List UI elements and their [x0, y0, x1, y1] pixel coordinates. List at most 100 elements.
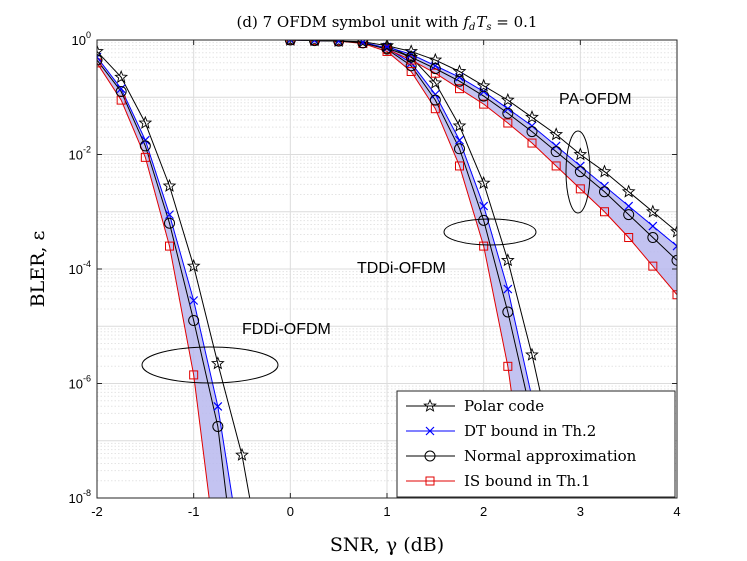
marker-fddi-ofdm-is — [140, 152, 150, 162]
x-tick-label: -2 — [91, 504, 103, 519]
fill-fddi-ofdm — [97, 57, 233, 498]
marker-pa-ofdm-polar — [428, 52, 443, 66]
marker-pa-ofdm-dt — [551, 141, 561, 151]
marker-fddi-ofdm-dt — [116, 84, 126, 94]
marker-pa-ofdm-is — [648, 261, 658, 271]
marker-pa-ofdm-is — [551, 161, 561, 171]
legend-marker-0 — [423, 398, 437, 412]
marker-pa-ofdm-is — [503, 118, 513, 128]
marker-pa-ofdm-polar — [525, 110, 539, 124]
x-axis-label: SNR, γ (dB) — [330, 534, 444, 556]
marker-fddi-ofdm-na — [164, 217, 175, 229]
marker-pa-ofdm-is — [575, 184, 585, 194]
marker-tddi-ofdm-na — [502, 306, 514, 318]
y-tick-label: 10-4 — [69, 259, 91, 277]
marker-tddi-ofdm-polar — [476, 175, 491, 189]
marker-tddi-ofdm-na — [357, 40, 369, 49]
marker-tddi-ofdm-is — [479, 241, 489, 251]
y-tick-label: 10-6 — [69, 374, 91, 392]
legend-label-na: Normal approximation — [464, 447, 637, 465]
marker-tddi-ofdm-na — [454, 143, 465, 155]
marker-pa-ofdm-na — [429, 63, 441, 75]
marker-pa-ofdm-polar — [645, 204, 660, 218]
legend-label-is: IS bound in Th.1 — [464, 472, 591, 490]
marker-tddi-ofdm-polar — [500, 253, 515, 267]
legend-marker-2 — [424, 450, 436, 462]
x-tick-label: 2 — [480, 504, 487, 519]
marker-pa-ofdm-is — [430, 68, 440, 78]
marker-tddi-ofdm-is — [503, 361, 513, 371]
marker-tddi-ofdm-na — [478, 214, 490, 226]
marker-pa-ofdm-na — [478, 90, 490, 102]
x-tick-label: 0 — [287, 504, 294, 519]
legend-box — [396, 390, 676, 498]
marker-tddi-ofdm-na — [405, 60, 417, 72]
marker-pa-ofdm-na — [454, 75, 465, 87]
marker-tddi-ofdm-polar — [452, 118, 467, 132]
marker-pa-ofdm-is — [672, 290, 677, 300]
marker-tddi-ofdm-dt — [479, 201, 489, 211]
marker-pa-ofdm-polar — [670, 224, 677, 238]
marker-pa-ofdm-polar — [549, 127, 564, 141]
fill-pa-ofdm — [387, 46, 677, 295]
marker-tddi-ofdm-na — [309, 40, 320, 47]
marker-pa-ofdm-dt — [648, 221, 658, 231]
marker-pa-ofdm-polar — [404, 44, 419, 58]
marker-fddi-ofdm-na — [212, 420, 224, 432]
marker-fddi-ofdm-polar — [210, 356, 225, 370]
marker-tddi-ofdm-na — [333, 40, 345, 47]
marker-pa-ofdm-dt — [624, 201, 634, 211]
marker-tddi-ofdm-polar — [333, 40, 345, 47]
marker-fddi-ofdm-polar — [97, 44, 104, 58]
marker-pa-ofdm-dt — [600, 181, 609, 191]
marker-tddi-ofdm-dt — [455, 135, 464, 145]
marker-pa-ofdm-polar — [597, 164, 612, 178]
marker-fddi-ofdm-polar — [186, 258, 201, 272]
x-tick-label: -1 — [188, 504, 200, 519]
annotation-tddi: TDDi-OFDM — [357, 260, 446, 277]
marker-fddi-ofdm-na — [115, 86, 127, 98]
axes: -2 -1 0 1 2 3 4 100 10-2 10-4 10-6 10-8 — [69, 30, 681, 519]
marker-fddi-ofdm-polar — [162, 178, 177, 192]
marker-pa-ofdm-polar — [452, 64, 467, 78]
marker-pa-ofdm-dt — [672, 241, 677, 251]
line-pa-ofdm-polar — [386, 45, 677, 233]
marker-pa-ofdm-is — [479, 99, 489, 109]
marker-pa-ofdm-polar — [500, 92, 515, 106]
marker-fddi-ofdm-na — [139, 140, 151, 152]
marker-tddi-ofdm-polar — [309, 40, 320, 47]
marker-tddi-ofdm-dt — [503, 284, 513, 294]
marker-fddi-ofdm-polar — [235, 447, 249, 461]
marker-pa-ofdm-na — [502, 107, 514, 119]
legend-marker-3 — [425, 476, 435, 486]
group-ellipses — [141, 130, 591, 384]
marker-tddi-ofdm-polar — [428, 75, 443, 89]
y-axis-label: BLER, ε — [27, 231, 49, 308]
x-tick-label: 1 — [383, 504, 390, 519]
marker-fddi-ofdm-dt — [165, 210, 174, 220]
marker-pa-ofdm-na — [647, 232, 659, 244]
marker-pa-ofdm-dt — [575, 161, 585, 171]
y-tick-label: 10-2 — [69, 145, 91, 163]
marker-pa-ofdm-is — [624, 233, 634, 243]
line-fddi-ofdm-is — [97, 62, 210, 498]
fddi-ellipse — [141, 346, 279, 384]
marker-pa-ofdm-na — [623, 209, 635, 221]
marker-pa-ofdm-na — [405, 51, 417, 63]
marker-fddi-ofdm-na — [97, 54, 103, 66]
tddi-ellipse — [443, 218, 537, 246]
y-tick-label: 100 — [72, 30, 91, 48]
marker-tddi-ofdm-polar — [356, 40, 370, 48]
line-fddi-ofdm-na — [97, 59, 228, 498]
marker-tddi-ofdm-polar — [525, 347, 539, 361]
marker-pa-ofdm-is — [527, 138, 537, 148]
line-pa-ofdm-na — [386, 47, 677, 261]
marker-pa-ofdm-na — [526, 126, 538, 138]
marker-pa-ofdm-polar — [476, 78, 491, 92]
marker-tddi-ofdm-is — [406, 66, 416, 76]
legend-label-polar: Polar code — [464, 397, 544, 415]
annotation-fddi: FDDi-OFDM — [242, 321, 331, 338]
marker-pa-ofdm-polar — [573, 147, 588, 161]
chart-title: (d) 7 OFDM symbol unit with fdTs = 0.1 — [237, 13, 538, 33]
